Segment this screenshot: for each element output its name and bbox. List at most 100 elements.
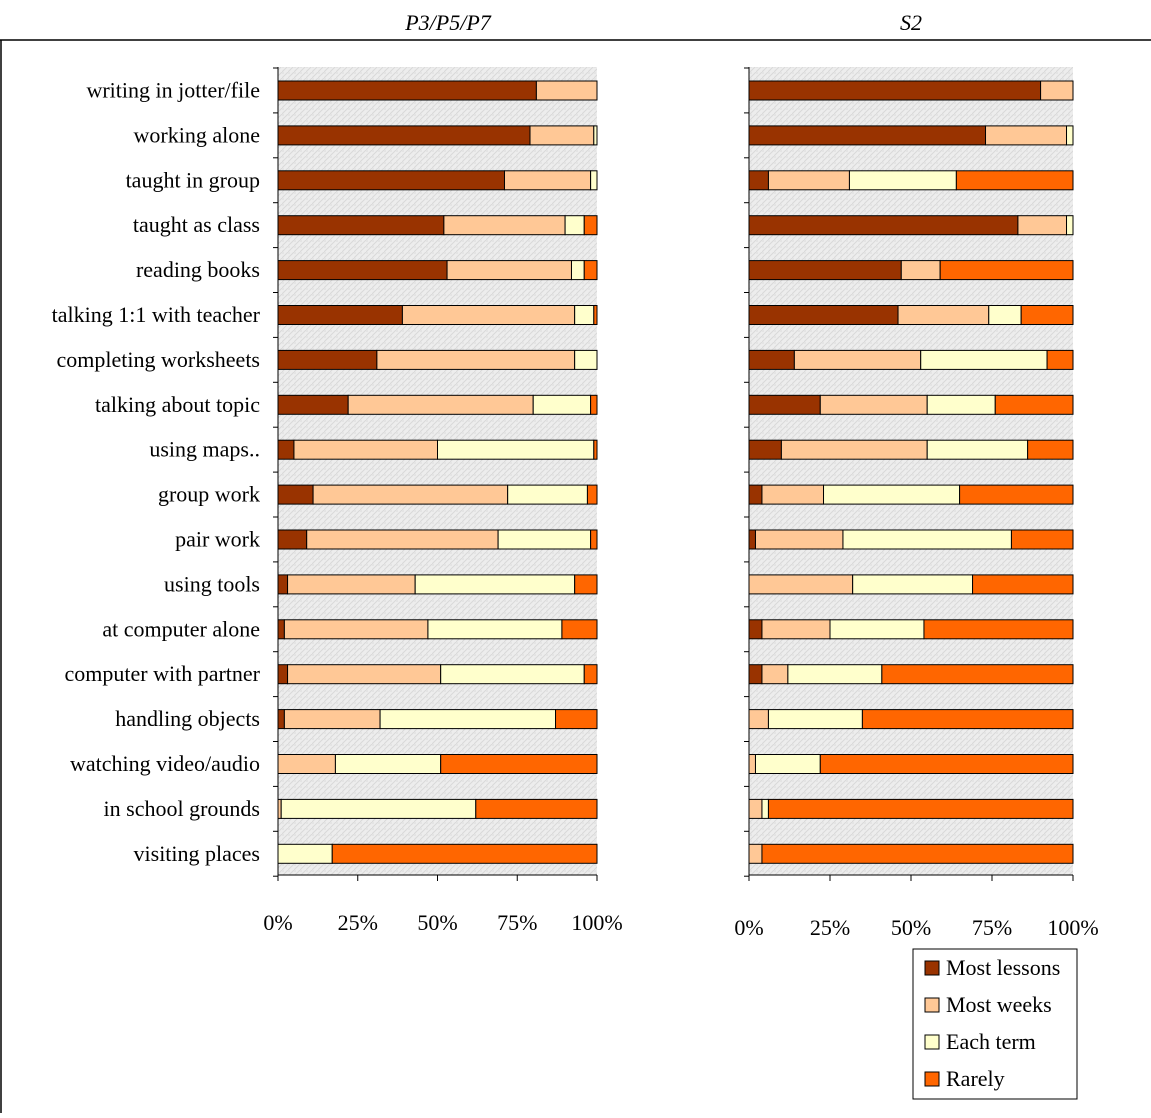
bar-segment-most-weeks (1017, 215, 1068, 236)
bar-segment-most-lessons (748, 305, 899, 325)
panel-title: P3/P5/P7 (404, 10, 492, 35)
bar-segment-most-lessons (277, 574, 289, 595)
legend-box (912, 948, 1078, 1100)
legend-swatch (924, 1034, 940, 1050)
legend-label: Most lessons (946, 955, 1060, 980)
panel-title: S2 (900, 10, 922, 35)
bar-segment-each-term (440, 664, 585, 685)
bar-segment-most-weeks (754, 529, 844, 550)
bar-segment-rarely (1046, 349, 1074, 370)
x-tick-label: 0% (734, 915, 763, 940)
bar-segment-most-weeks (376, 349, 576, 370)
bar-segment-most-weeks (1040, 80, 1074, 101)
bar-segment-most-weeks (277, 754, 336, 774)
bar-segment-each-term (427, 619, 563, 640)
bar-segment-most-weeks (761, 664, 789, 685)
bar-segment-each-term (379, 709, 557, 730)
panel-p3p5p7: P3/P5/P7 0% 25% 50% 75% 100% writing in jotter… (52, 10, 623, 935)
bars (277, 80, 598, 864)
bar-segment-each-term (926, 439, 1029, 460)
bar-segment-most-weeks (293, 439, 439, 460)
bar-segment-each-term (988, 305, 1022, 325)
bar-segment-most-weeks (401, 305, 576, 325)
bar-segment-most-lessons (277, 709, 285, 730)
bar-segment-rarely (561, 619, 598, 640)
bar-segment-most-lessons (277, 260, 448, 281)
legend-label: Most weeks (946, 992, 1052, 1017)
bar-segment-rarely (861, 709, 1074, 730)
bar-segment-each-term (823, 484, 961, 505)
bar-segment-each-term (507, 484, 588, 505)
bar-segment-each-term (590, 170, 598, 191)
bar-segment-each-term (926, 394, 996, 415)
bar-segment-each-term (754, 754, 821, 774)
bar-segment-rarely (994, 394, 1074, 415)
category-label: computer with partner (65, 661, 261, 686)
legend-swatch (924, 1071, 940, 1087)
bar-segment-most-weeks (900, 260, 941, 281)
bar-segment-each-term (570, 260, 585, 281)
bar-segment-rarely (939, 260, 1074, 281)
bar-segment-rarely (583, 664, 598, 685)
bar-segment-each-term (767, 709, 863, 730)
bar-segment-each-term (848, 170, 957, 191)
bar-segment-rarely (440, 754, 598, 774)
bar-segment-most-weeks (761, 484, 825, 505)
bar-segment-rarely (590, 394, 598, 415)
category-label: handling objects (115, 706, 260, 731)
bar-segment-each-term (564, 215, 585, 236)
x-tick-label: 50% (891, 915, 931, 940)
bar-segment-most-weeks (748, 574, 854, 595)
bar-segment-rarely (959, 484, 1074, 505)
bar-segment-rarely (583, 260, 598, 281)
x-tick-label: 100% (1047, 915, 1098, 940)
category-label: working alone (134, 122, 260, 147)
bar-segment-most-weeks (748, 798, 763, 819)
category-label: talking about topic (95, 392, 260, 417)
bar-segment-most-lessons (748, 170, 769, 191)
bar-segment-most-lessons (277, 215, 445, 236)
bar-segment-most-weeks (535, 80, 598, 101)
category-label: writing in jotter/file (86, 78, 260, 103)
bar-segment-each-term (842, 529, 1012, 550)
bar-segment-each-term (437, 439, 595, 460)
bar-segment-each-term (1066, 125, 1074, 146)
bar-segment-most-weeks (287, 574, 416, 595)
category-label: completing worksheets (57, 347, 260, 372)
category-label: reading books (136, 257, 260, 282)
bar-segment-rarely (972, 574, 1074, 595)
bar-segment-rarely (881, 664, 1074, 685)
bar-segment-each-term (532, 394, 592, 415)
bar-segment-most-lessons (277, 125, 531, 146)
x-tick-label: 75% (497, 910, 537, 935)
bar-segment-rarely (590, 529, 598, 550)
bar-segment-each-term (574, 305, 595, 325)
bar-segment-most-lessons (748, 529, 756, 550)
bar-segment-most-weeks (283, 709, 381, 730)
bar-segment-most-lessons (277, 349, 378, 370)
bar-segment-rarely (583, 215, 598, 236)
bar-segment-most-lessons (277, 619, 285, 640)
bar-segment-most-lessons (748, 215, 1019, 236)
bar-segment-most-weeks (897, 305, 990, 325)
panel-s2: S2 0% 25% 50% 75% 100% (734, 10, 1098, 940)
category-label: using tools (164, 571, 260, 596)
bar-segment-rarely (331, 843, 598, 864)
bar-segment-rarely (819, 754, 1074, 774)
bar-segment-rarely (761, 843, 1074, 864)
bar-segment-rarely (555, 709, 598, 730)
bar-segment-each-term (593, 125, 598, 146)
bar-segment-rarely (593, 305, 598, 325)
bar-segment-most-lessons (748, 394, 821, 415)
bar-segment-rarely (767, 798, 1074, 819)
bar-segment-most-lessons (748, 125, 987, 146)
bar-segment-most-weeks (748, 754, 756, 774)
legend-label: Each term (946, 1029, 1036, 1054)
plot-area (278, 67, 597, 875)
bar-segment-most-lessons (277, 80, 537, 101)
bar-segment-most-lessons (748, 439, 782, 460)
bar-segment-most-weeks (529, 125, 595, 146)
category-label: pair work (175, 527, 260, 552)
bar-segment-most-weeks (443, 215, 566, 236)
bar-segment-each-term (497, 529, 592, 550)
